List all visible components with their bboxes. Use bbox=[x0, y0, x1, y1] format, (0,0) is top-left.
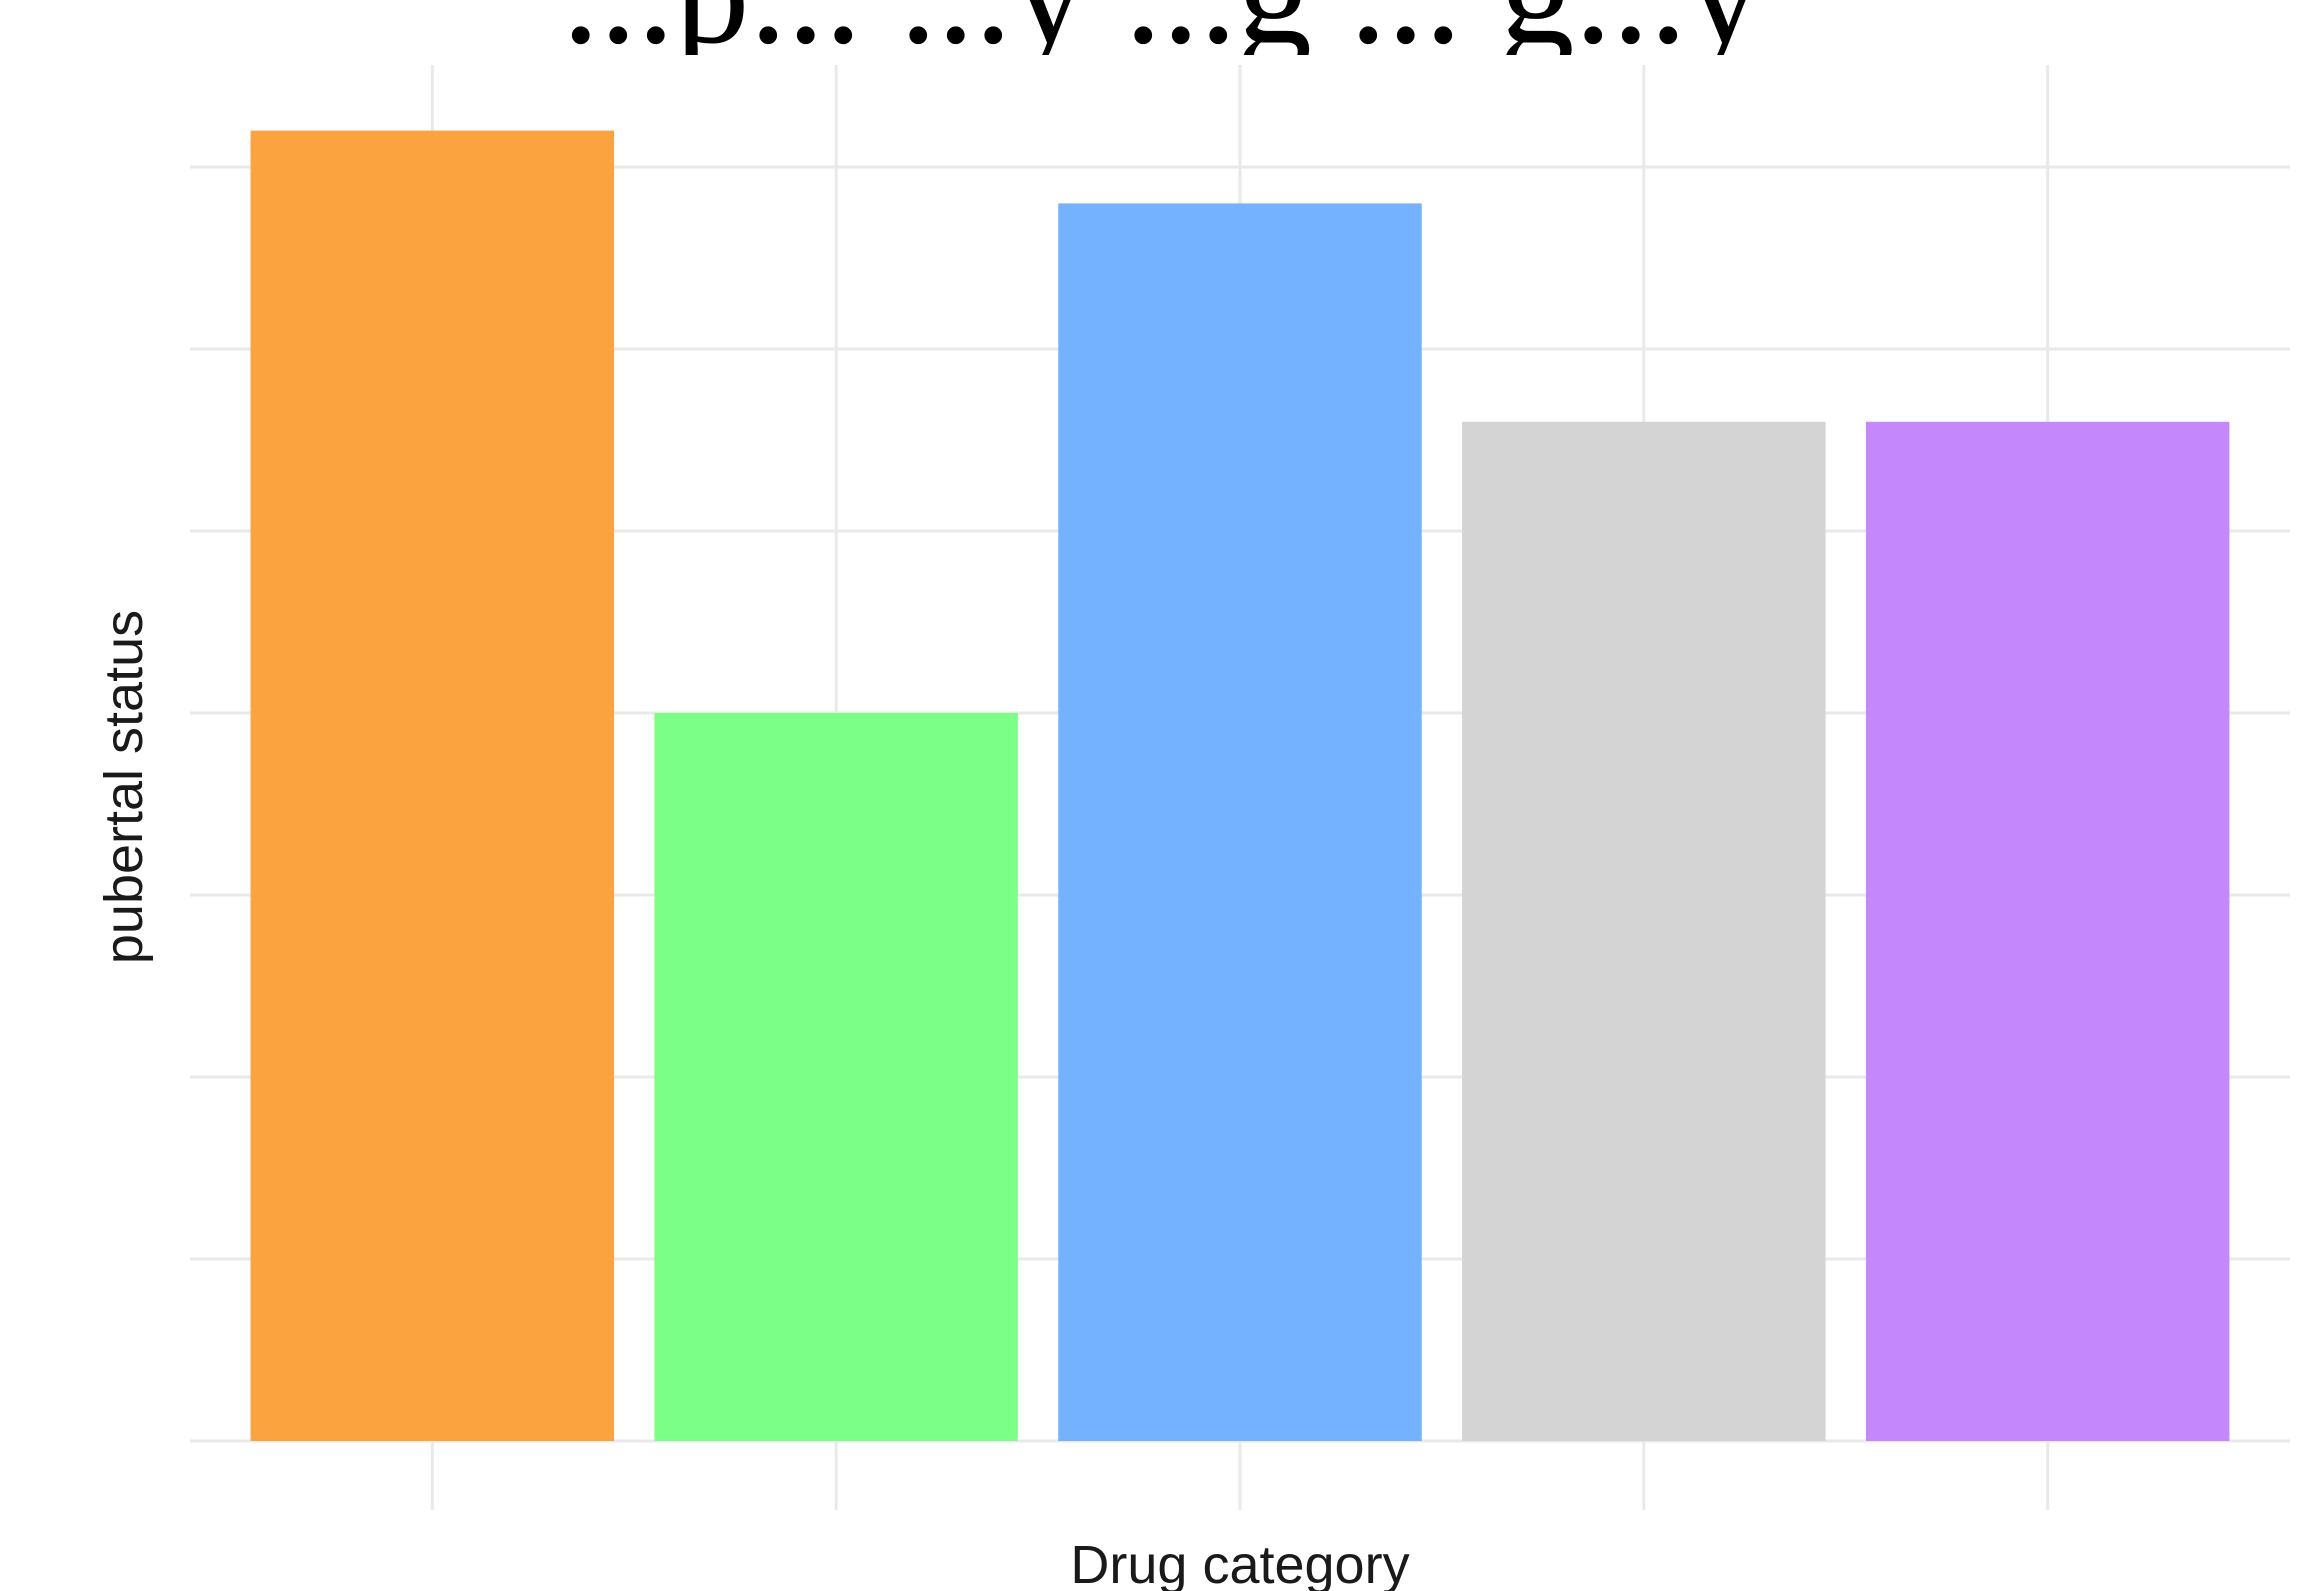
x-axis-ticks bbox=[430, 1441, 2050, 1510]
bar-5 bbox=[1865, 421, 2230, 1441]
x-axis-title: Drug category bbox=[1070, 1535, 1409, 1591]
bar-2 bbox=[654, 713, 1018, 1441]
bar-series bbox=[250, 130, 2230, 1442]
bar-4 bbox=[1462, 421, 1826, 1441]
y-axis-title: pubertal status bbox=[94, 610, 154, 964]
bar-1 bbox=[250, 130, 615, 1442]
bar-3 bbox=[1058, 203, 1422, 1441]
chart-title: ...p... ...y ...g ... g...y bbox=[562, 0, 1762, 75]
